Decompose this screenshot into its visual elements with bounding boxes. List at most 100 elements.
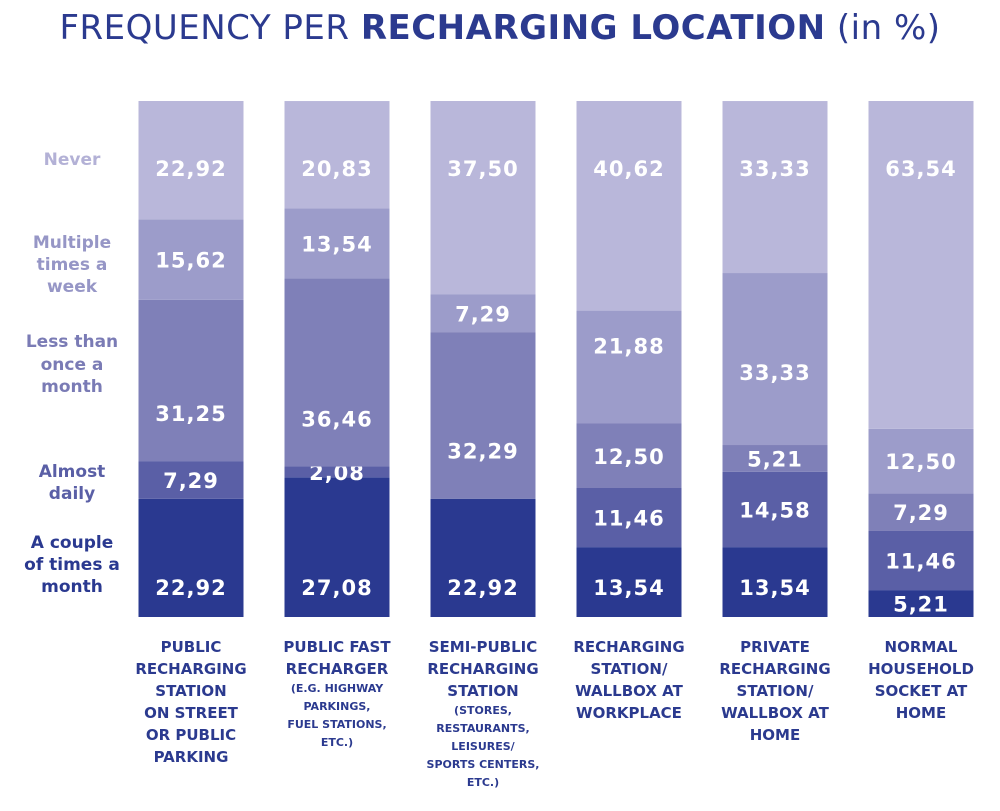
bar-value-label: 11,46 <box>885 550 956 574</box>
category-sublabel: FUEL STATIONS, <box>287 718 386 731</box>
category-label: PRIVATE <box>740 638 810 656</box>
bar-value-label: 13,54 <box>739 576 810 600</box>
bar-segment <box>284 208 390 279</box>
bar-value-label: 5,21 <box>893 593 949 617</box>
category-label: RECHARGING <box>719 660 830 678</box>
legend-label: Multiple <box>33 233 111 253</box>
category-label: HOUSEHOLD <box>868 660 974 678</box>
bar-segment <box>576 547 682 617</box>
category-label: RECHARGER <box>286 660 389 678</box>
category-sublabel: ETC.) <box>321 736 353 749</box>
category-sublabel: LEISURES/ <box>451 740 515 753</box>
bar-segment <box>868 590 974 617</box>
title-suffix: (in %) <box>825 8 941 48</box>
bar-segment <box>430 498 536 617</box>
category-sublabel: (STORES, <box>454 704 512 717</box>
bar-segment <box>722 471 828 548</box>
title-bold: RECHARGING LOCATION <box>360 8 826 48</box>
category-sublabel: ETC.) <box>467 776 499 789</box>
chart-title: FREQUENCY PER RECHARGING LOCATION (in %) <box>0 8 1000 48</box>
bar-value-label: 12,50 <box>593 445 664 469</box>
legend-label: week <box>47 277 98 297</box>
bar-segment <box>722 101 828 274</box>
bar-value-label: 22,92 <box>155 576 226 600</box>
bar-segment <box>138 219 244 300</box>
legend-label: daily <box>49 484 95 504</box>
title-prefix: FREQUENCY PER <box>59 8 361 48</box>
bar-value-label: 33,33 <box>739 157 810 181</box>
bar-segment <box>868 428 974 494</box>
bar-value-label: 36,46 <box>301 408 372 432</box>
category-label: STATION/ <box>591 660 668 678</box>
bar-segment <box>284 477 390 617</box>
bar-segment <box>576 101 682 311</box>
category-label: STATION/ <box>737 682 814 700</box>
bar-value-label: 32,29 <box>447 440 518 464</box>
bar-segment <box>868 493 974 531</box>
bar-segment <box>138 299 244 462</box>
category-label: RECHARGING <box>135 660 246 678</box>
bar-value-label: 22,92 <box>155 157 226 181</box>
category-label: STATION <box>447 682 518 700</box>
bar-value-label: 21,88 <box>593 335 664 359</box>
category-label: OR PUBLIC <box>146 726 236 744</box>
category-label: ON STREET <box>144 704 239 722</box>
legend-label: of times a <box>24 555 120 575</box>
category-label: SOCKET AT <box>875 682 968 700</box>
bar-value-label: 63,54 <box>885 157 956 181</box>
bar-segment <box>576 423 682 488</box>
category-label: WORKPLACE <box>576 704 682 722</box>
bar-segment <box>284 278 390 467</box>
category-label: HOME <box>896 704 946 722</box>
bar-value-label: 37,50 <box>447 157 518 181</box>
bar-segment <box>868 530 974 591</box>
legend-label: month <box>41 377 103 397</box>
legend-label: Less than <box>26 332 118 352</box>
bar-value-label: 33,33 <box>739 361 810 385</box>
bar-segment <box>284 101 390 209</box>
bar-value-label: 40,62 <box>593 157 664 181</box>
category-label: STATION <box>155 682 226 700</box>
bar-value-label: 15,62 <box>155 249 226 273</box>
bar-value-label: 5,21 <box>747 447 803 471</box>
bar-segment <box>722 547 828 617</box>
bar-segment <box>138 101 244 220</box>
legend-label: Almost <box>39 462 106 482</box>
bar-value-label: 13,54 <box>593 576 664 600</box>
legend-label: once a <box>41 355 104 375</box>
bar-segment <box>430 332 536 499</box>
bar-value-label: 12,50 <box>885 450 956 474</box>
bar-value-label: 31,25 <box>155 402 226 426</box>
category-sublabel: (E.G. HIGHWAY <box>291 682 384 695</box>
category-sublabel: RESTAURANTS, <box>436 722 529 735</box>
legend-label: month <box>41 577 103 597</box>
bar-value-label: 11,46 <box>593 507 664 531</box>
bar-value-label: 7,29 <box>455 302 511 326</box>
category-label: PARKING <box>154 748 229 766</box>
category-sublabel: PARKINGS, <box>304 700 371 713</box>
bar-segment <box>722 273 828 446</box>
bar-segment <box>430 101 536 295</box>
legend-label: A couple <box>31 533 113 553</box>
bar-value-label: 14,58 <box>739 499 810 523</box>
bar-value-label: 7,29 <box>163 469 219 493</box>
bar-segment <box>576 488 682 548</box>
bar-segment <box>576 310 682 424</box>
category-sublabel: SPORTS CENTERS, <box>427 758 540 771</box>
bar-value-label: 7,29 <box>893 501 949 525</box>
bar-segment <box>138 461 244 499</box>
bar-value-label: 22,92 <box>447 576 518 600</box>
category-label: SEMI-PUBLIC <box>429 638 538 656</box>
category-label: NORMAL <box>885 638 958 656</box>
category-label: RECHARGING <box>427 660 538 678</box>
bar-segment <box>868 101 974 429</box>
bar-segment <box>284 466 390 478</box>
legend-label: times a <box>37 255 108 275</box>
category-label: PUBLIC <box>161 638 222 656</box>
category-label: RECHARGING <box>573 638 684 656</box>
bar-segment <box>430 294 536 333</box>
bar-value-label: 20,83 <box>301 157 372 181</box>
category-label: WALLBOX AT <box>575 682 683 700</box>
bar-segment <box>722 445 828 472</box>
